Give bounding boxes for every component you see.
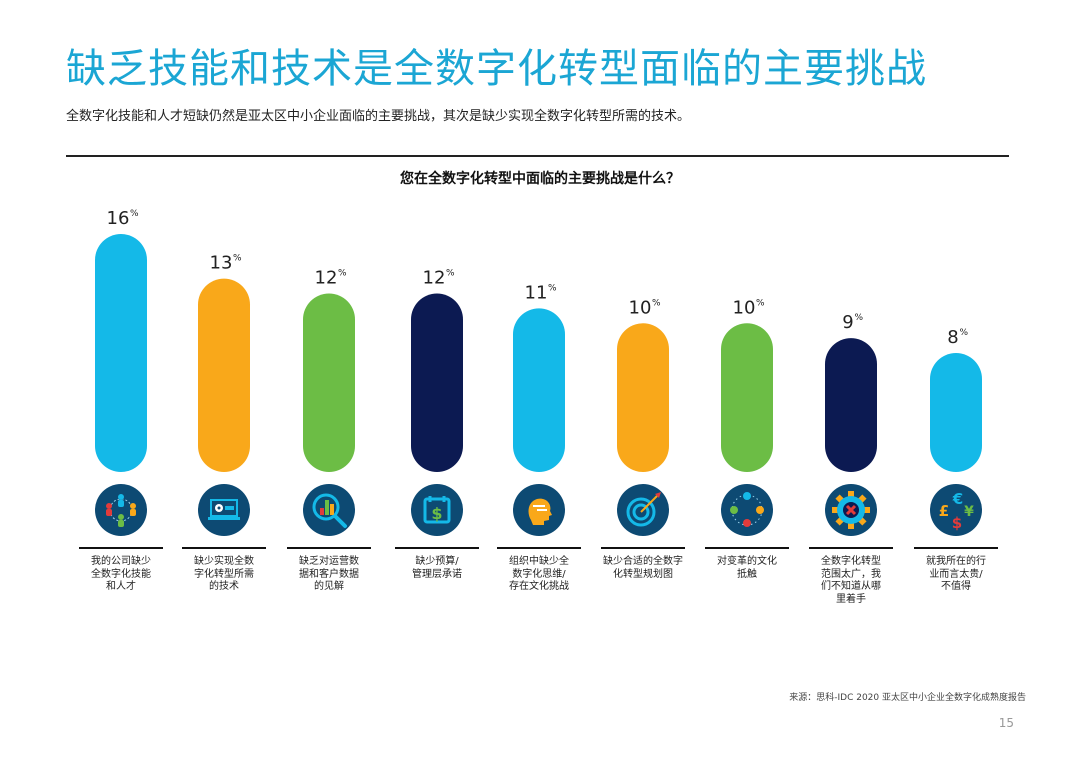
category-label-5: 组织中缺少全 数字化思维/存在文化挑战 — [489, 556, 589, 594]
percent-sign: % — [855, 313, 864, 323]
category-label-6: 缺少合适的全数字 化转型规划图 — [593, 556, 693, 581]
category-divider — [809, 547, 893, 549]
people-network-icon — [95, 484, 147, 536]
percent-sign: % — [652, 298, 661, 308]
svg-text:$: $ — [952, 514, 962, 532]
category-label-line: 数字化思维/ — [512, 568, 566, 580]
value-label-2: 13 — [210, 253, 233, 274]
value-label-6: 10 — [629, 297, 652, 318]
category-divider — [287, 547, 371, 549]
percent-sign: % — [960, 328, 969, 338]
target-arrow-icon — [617, 484, 669, 536]
category-divider — [497, 547, 581, 549]
category-label-line: 抵触 — [737, 568, 757, 580]
category-label-line: 业而言太贵/ — [929, 568, 983, 580]
category-label-line: 缺少合适的全数字 — [603, 556, 683, 567]
category-label-line: 里着手 — [836, 593, 866, 605]
bar-4 — [411, 293, 463, 472]
category-label-1: 我的公司缺少 全数字化技能 和人才 — [71, 556, 171, 594]
value-label-5: 11 — [525, 282, 548, 303]
page-title: 缺乏技能和技术是全数字化转型面临的主要挑战 — [66, 46, 927, 92]
percent-sign: % — [446, 269, 455, 279]
svg-text:¥: ¥ — [964, 504, 974, 520]
magnifier-chart-icon — [303, 484, 355, 536]
category-label-2: 缺少实现全数 字化转型所需 的技术 — [174, 556, 274, 594]
category-label-line: 我的公司缺少 — [91, 556, 151, 567]
category-label-line: 对变革的文化 — [717, 556, 777, 567]
percent-sign: % — [338, 269, 347, 279]
gear-cross-icon — [825, 484, 877, 536]
category-label-line: 据和客户数据 — [299, 568, 359, 580]
category-label-line: 和人才 — [106, 581, 136, 592]
svg-text:$: $ — [431, 504, 442, 523]
value-label-4: 12 — [423, 268, 446, 289]
chart-title: 您在全数字化转型中面临的主要挑战是什么？ — [400, 171, 680, 187]
percent-sign: % — [548, 283, 557, 293]
category-label-7: 对变革的文化 抵触 — [697, 556, 797, 581]
category-label-line: 全数字化转型 — [821, 556, 881, 567]
category-label-line: 组织中缺少全 — [509, 556, 569, 567]
category-divider — [395, 547, 479, 549]
value-label-1: 16 — [107, 208, 130, 229]
category-divider — [182, 547, 266, 549]
calendar-dollar-icon: $ — [411, 484, 463, 536]
category-label-3: 缺乏对运营数 据和客户数据 的见解 — [279, 556, 379, 594]
source-note: 来源：思科-IDC 2020 亚太区中小企业全数字化成熟度报告 — [789, 693, 1026, 703]
category-divider — [601, 547, 685, 549]
bar-6 — [617, 323, 669, 472]
svg-text:€: € — [952, 490, 963, 508]
category-label-4: 缺少预算/管理层承诺 — [387, 556, 487, 581]
percent-sign: % — [130, 209, 139, 219]
category-label-line: 就我所在的行 — [926, 556, 986, 567]
category-label-line: 范围太广，我 — [821, 568, 881, 580]
bar-9 — [930, 353, 982, 472]
map-pins-icon — [721, 484, 773, 536]
currency-icon: € £ ¥ $ — [930, 484, 982, 536]
category-label-line: 缺乏对运营数 — [299, 556, 359, 567]
category-label-line: 的见解 — [314, 581, 344, 592]
percent-sign: % — [233, 254, 242, 264]
category-label-line: 缺少预算/ — [415, 556, 459, 567]
header-divider — [66, 155, 1009, 157]
value-label-9: 8 — [947, 327, 958, 348]
bar-5 — [513, 308, 565, 472]
percent-sign: % — [756, 298, 765, 308]
category-label-line: 存在文化挑战 — [509, 581, 569, 592]
category-label-line: 的技术 — [209, 581, 239, 592]
category-label-line: 们不知道从哪 — [821, 581, 881, 592]
category-label-line: 管理层承诺 — [412, 568, 462, 580]
page-subtitle: 全数字化技能和人才短缺仍然是亚太区中小企业面临的主要挑战，其次是缺少实现全数字化… — [66, 109, 691, 124]
category-label-line: 不值得 — [941, 581, 971, 592]
category-divider — [914, 547, 998, 549]
category-label-line: 字化转型所需 — [194, 568, 254, 580]
category-label-line: 化转型规划图 — [613, 568, 673, 580]
category-label-9: 就我所在的行 业而言太贵/不值得 — [906, 556, 1006, 594]
bar-7 — [721, 323, 773, 472]
value-label-8: 9 — [842, 312, 853, 333]
bar-1 — [95, 234, 147, 472]
category-label-8: 全数字化转型 范围太广，我 们不知道从哪 里着手 — [801, 556, 901, 606]
category-divider — [705, 547, 789, 549]
bar-2 — [198, 278, 250, 472]
value-label-3: 12 — [315, 268, 338, 289]
laptop-gear-icon — [198, 484, 250, 536]
value-label-7: 10 — [733, 297, 756, 318]
category-label-line: 缺少实现全数 — [194, 556, 254, 567]
bar-3 — [303, 293, 355, 472]
svg-text:£: £ — [939, 502, 949, 520]
category-label-line: 全数字化技能 — [91, 568, 151, 580]
page-number: 15 — [998, 716, 1014, 730]
bar-8 — [825, 338, 877, 472]
head-mind-icon — [513, 484, 565, 536]
category-divider — [79, 547, 163, 549]
